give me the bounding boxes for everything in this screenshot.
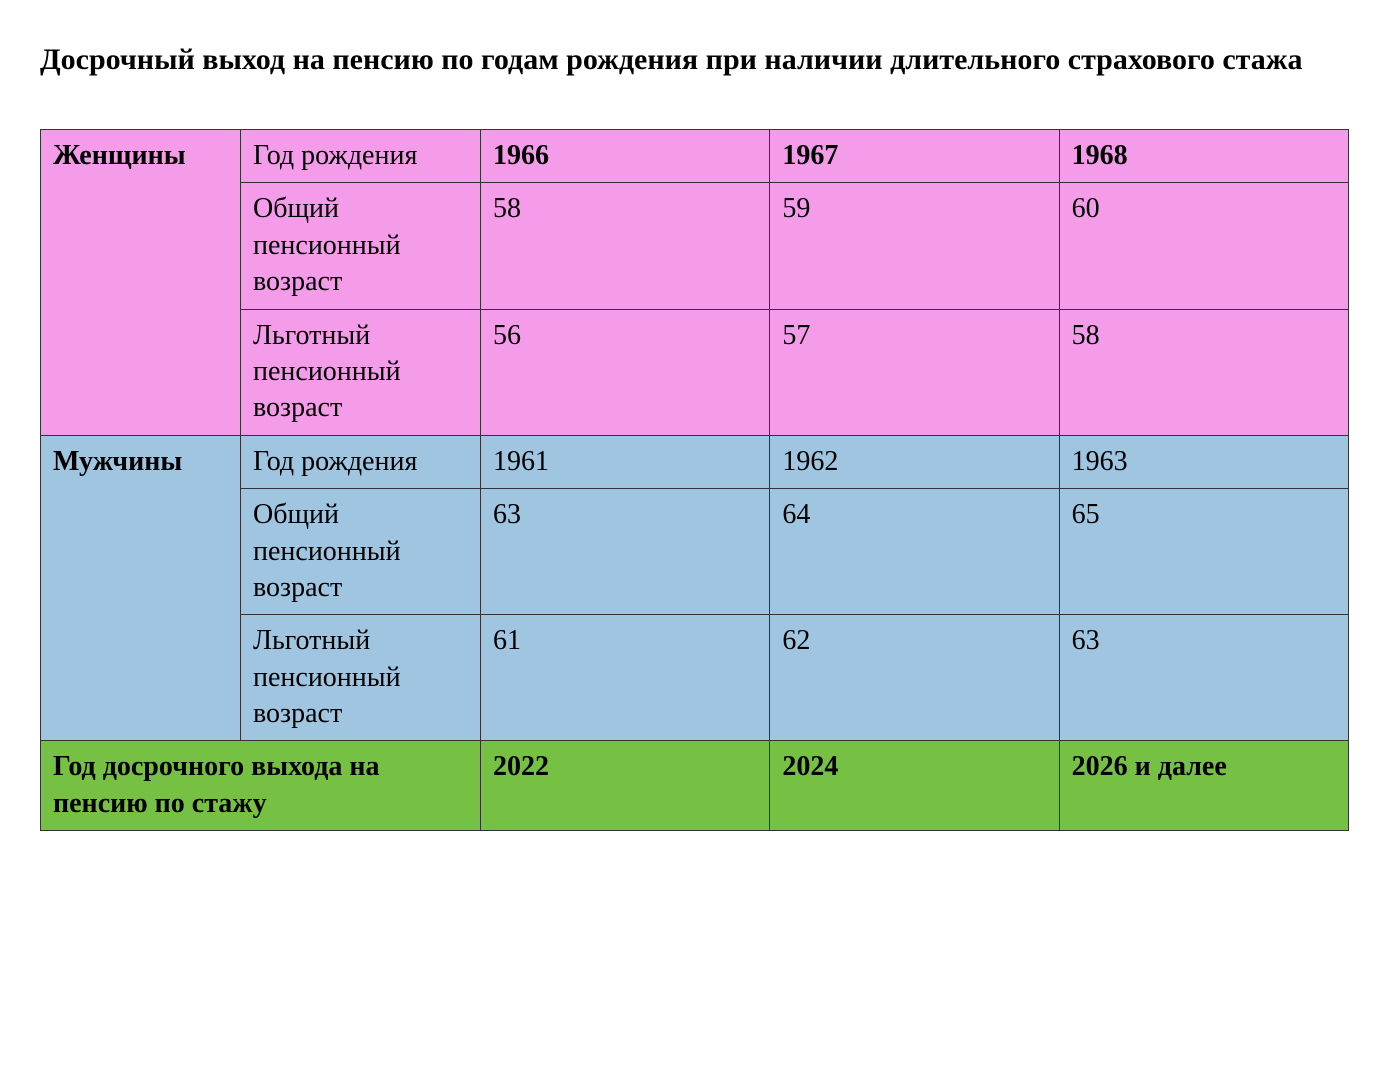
cell-label: Год рождения (241, 130, 481, 183)
cell-value: 63 (481, 489, 770, 615)
cell-value: 64 (770, 489, 1059, 615)
cell-value: 62 (770, 615, 1059, 741)
cell-label: Льготный пенсионный возраст (241, 615, 481, 741)
cell-label: Льготный пенсионный возраст (241, 309, 481, 435)
cell-value: 60 (1059, 183, 1348, 309)
cell-value: 1962 (770, 435, 1059, 488)
cell-value: 1967 (770, 130, 1059, 183)
cell-value: 58 (1059, 309, 1348, 435)
cell-value: 63 (1059, 615, 1348, 741)
pension-table: Женщины Год рождения 1966 1967 1968 Общи… (40, 129, 1349, 831)
cell-value: 58 (481, 183, 770, 309)
footer-label-cell: Год досрочного выхода на пенсию по стажу (41, 741, 481, 831)
cell-value: 2024 (770, 741, 1059, 831)
cell-value: 57 (770, 309, 1059, 435)
cell-value: 56 (481, 309, 770, 435)
cell-value: 59 (770, 183, 1059, 309)
table-row: Мужчины Год рождения 1961 1962 1963 (41, 435, 1349, 488)
cell-value: 1966 (481, 130, 770, 183)
women-category-cell: Женщины (41, 130, 241, 436)
cell-value: 65 (1059, 489, 1348, 615)
cell-value: 2026 и далее (1059, 741, 1348, 831)
cell-value: 1963 (1059, 435, 1348, 488)
cell-value: 1961 (481, 435, 770, 488)
cell-label: Год рождения (241, 435, 481, 488)
cell-label: Общий пенсионный возраст (241, 489, 481, 615)
table-row: Год досрочного выхода на пенсию по стажу… (41, 741, 1349, 831)
cell-value: 61 (481, 615, 770, 741)
cell-label: Общий пенсионный возраст (241, 183, 481, 309)
table-row: Женщины Год рождения 1966 1967 1968 (41, 130, 1349, 183)
cell-value: 2022 (481, 741, 770, 831)
cell-value: 1968 (1059, 130, 1348, 183)
page-title: Досрочный выход на пенсию по годам рожде… (40, 40, 1349, 79)
men-category-cell: Мужчины (41, 435, 241, 741)
